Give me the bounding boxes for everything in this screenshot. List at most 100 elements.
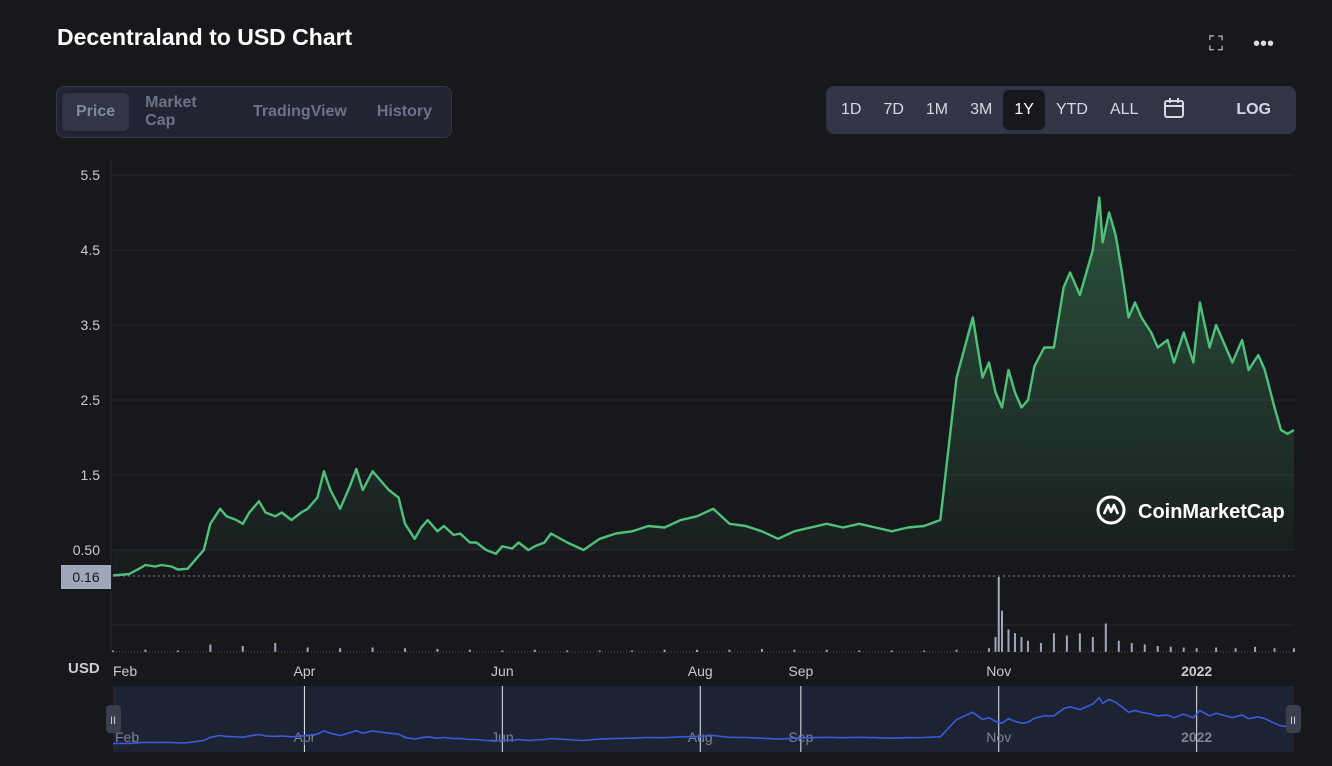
navigator-tick-label: Apr (294, 729, 316, 745)
coinmarketcap-watermark: CoinMarketCap (1096, 495, 1285, 525)
volume-bar (1195, 648, 1198, 652)
volume-bar (728, 649, 731, 652)
x-tick-label: Aug (688, 663, 713, 679)
x-tick-label: Nov (986, 663, 1011, 679)
price-line (112, 196, 1295, 577)
range-3m[interactable]: 3M (970, 101, 993, 118)
navigator-tick-label: 2022 (1181, 729, 1212, 745)
x-tick-label: Jun (491, 663, 514, 679)
volume-bar (955, 649, 958, 652)
navigator-tick-label: Jun (491, 729, 514, 745)
svg-text:II: II (110, 715, 116, 727)
navigator-axis: Feb Apr Jun Aug Sep Nov 2022 (115, 686, 1212, 752)
volume-bar (1169, 646, 1172, 652)
calendar-icon[interactable] (1149, 97, 1199, 124)
range-1y[interactable]: 1Y (1003, 90, 1045, 130)
y-axis: 5.5 4.5 3.5 2.5 1.5 0.50 (73, 167, 100, 558)
volume-bars (112, 577, 1295, 653)
navigator-tick-label: Sep (788, 729, 813, 745)
volume-bar (371, 647, 374, 652)
volume-bar (436, 649, 439, 652)
range-1m[interactable]: 1M (925, 101, 949, 118)
range-all[interactable]: ALL (1109, 101, 1139, 118)
volume-bar (1215, 647, 1218, 652)
volume-bar (1143, 644, 1146, 652)
volume-bar (1052, 633, 1055, 652)
volume-bar (533, 649, 536, 652)
volume-bar (760, 649, 763, 652)
y-tick-label: 0.50 (73, 542, 100, 558)
tab-price[interactable]: Price (62, 93, 130, 131)
volume-bar (241, 646, 244, 652)
volume-bar (1039, 643, 1042, 652)
volume-bar (696, 649, 699, 652)
volume-bar (112, 650, 114, 652)
volume-bar (1013, 633, 1016, 652)
watermark-text: CoinMarketCap (1138, 501, 1285, 523)
volume-bar (501, 650, 504, 652)
x-tick-label: Apr (294, 663, 316, 679)
navigator-tick-label: Nov (986, 729, 1011, 745)
tab-history[interactable]: History (376, 103, 432, 120)
more-icon[interactable]: ••• (1252, 33, 1274, 55)
volume-bar (1000, 610, 1003, 652)
navigator-line (112, 696, 1295, 745)
volume-bar (404, 648, 407, 652)
price-area (113, 197, 1294, 576)
log-scale-toggle[interactable]: LOG (1236, 101, 1271, 118)
current-price-label: 0.16 (72, 569, 99, 585)
volume-bar (994, 637, 997, 652)
coinmarketcap-logo (1096, 495, 1126, 525)
volume-bar (339, 648, 342, 652)
volume-bar (598, 650, 601, 652)
volume-bar (1026, 640, 1029, 652)
range-1d[interactable]: 1D (841, 101, 862, 118)
y-tick-label: 1.5 (81, 467, 101, 483)
volume-bar (1091, 637, 1094, 652)
volume-bar (631, 650, 634, 652)
current-price-badge (61, 565, 111, 589)
chart-title: Decentraland to USD Chart (57, 24, 353, 50)
volume-bar (997, 577, 1000, 652)
range-7d[interactable]: 7D (883, 101, 904, 118)
svg-text:II: II (1290, 715, 1296, 727)
navigator-handle-right[interactable]: II (1286, 705, 1301, 733)
expand-icon[interactable]: ⛶ (1208, 33, 1223, 55)
volume-bar (890, 650, 893, 652)
volume-bar (663, 649, 666, 652)
volume-bar (1020, 637, 1023, 652)
header-actions: ⛶ ••• (1209, 34, 1274, 54)
navigator-panel (113, 686, 1294, 752)
time-range-selector: 1D 7D 1M 3M 1Y YTD ALL LOG (826, 86, 1296, 134)
volume-bar (274, 643, 277, 652)
volume-bar (306, 647, 309, 652)
volume-bar (1254, 646, 1257, 652)
y-tick-label: 4.5 (81, 242, 101, 258)
range-ytd[interactable]: YTD (1055, 101, 1088, 118)
tab-tradingview[interactable]: TradingView (252, 103, 347, 120)
y-tick-label: 2.5 (81, 392, 101, 408)
x-axis: Feb Apr Jun Aug Sep Nov 2022 (113, 663, 1212, 679)
y-tick-label: 5.5 (81, 167, 101, 183)
navigator-tick-label: Feb (115, 729, 139, 745)
volume-bar (1273, 648, 1276, 652)
volume-bar (1078, 633, 1081, 652)
navigator-handle-left[interactable]: II (106, 705, 121, 733)
volume-bar (1156, 646, 1159, 652)
tab-market-cap[interactable]: Market Cap (145, 94, 197, 129)
volume-bar (1104, 623, 1107, 652)
volume-bar (566, 650, 569, 652)
currency-label: USD (68, 660, 100, 677)
volume-bar (1182, 647, 1185, 652)
volume-bar (1065, 635, 1068, 652)
y-tick-label: 3.5 (81, 317, 101, 333)
x-tick-label: Sep (788, 663, 813, 679)
volume-bar (858, 650, 861, 652)
volume-bar (144, 649, 147, 652)
x-tick-label: Feb (113, 663, 137, 679)
volume-bar (1117, 640, 1120, 652)
volume-bar (1293, 648, 1295, 652)
volume-bar (793, 649, 796, 652)
volume-bar (1234, 648, 1237, 652)
